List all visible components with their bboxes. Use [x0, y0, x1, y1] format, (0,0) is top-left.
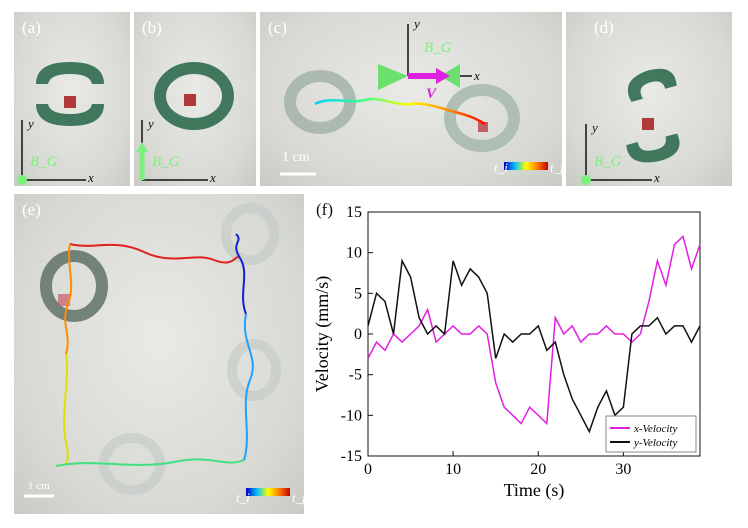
- y-tick-label: 5: [354, 285, 362, 302]
- scale-bar-label: 1 cm: [28, 480, 50, 492]
- panel-d-label: (d): [594, 18, 614, 37]
- panel-c-illustration: [280, 24, 548, 176]
- y-tick-label: -10: [341, 407, 362, 424]
- series-line-1: [367, 258, 701, 434]
- y-axis-label: y: [592, 120, 598, 135]
- panel-d: (d) B_G x y: [566, 12, 732, 186]
- legend-label: y-Velocity: [633, 437, 677, 449]
- y-tick-label: 10: [346, 245, 362, 262]
- y-tick-label: 0: [354, 326, 362, 343]
- x-axis-label: x: [474, 68, 480, 83]
- velocity-label: V: [426, 86, 437, 102]
- x-tick-label: 30: [615, 461, 631, 478]
- y-axis-label: y: [28, 116, 34, 131]
- panel-e-label: (e): [22, 200, 41, 219]
- panel-f: (f) 15 10 5 0 -5 -10 -15 0 10 20 30 Time (s) Velocit…: [308, 194, 744, 524]
- panel-b-illustration: [136, 62, 234, 181]
- panel-e-illustration: [24, 203, 290, 498]
- y-axis-label: y: [148, 116, 154, 131]
- colorbar-end-label: t_f: [550, 160, 562, 175]
- panel-f-label: (f): [316, 200, 333, 219]
- colorbar-start-label: t_i: [494, 160, 508, 175]
- x-tick-label: 20: [530, 461, 546, 478]
- x-tick-label: 10: [445, 461, 461, 478]
- field-label: B_G: [594, 154, 622, 170]
- panel-b-label: (b): [142, 18, 162, 37]
- y-tick-label: -15: [341, 448, 362, 465]
- legend-box: [605, 415, 697, 453]
- panel-b: (b) B_G x y: [134, 12, 256, 186]
- legend-label: x-Velocity: [633, 423, 677, 435]
- panel-a-label: (a): [22, 18, 41, 37]
- panel-a: (a) B_G x y: [14, 12, 130, 186]
- y-axis-label: y: [414, 16, 420, 31]
- x-axis-label: x: [210, 170, 216, 185]
- field-label: B_G: [152, 154, 180, 170]
- colorbar-end-label: t_f: [292, 490, 304, 505]
- x-axis-label: x: [88, 170, 94, 185]
- colorbar-start-label: t_i: [236, 490, 250, 505]
- scale-bar-label: 1 cm: [282, 150, 310, 165]
- panel-a-illustration: [17, 62, 104, 185]
- panel-c: (c) B_G V x y 1 cm t_i t_f: [260, 12, 562, 186]
- x-tick-label: 0: [364, 461, 372, 478]
- x-axis-title: Time (s): [504, 480, 565, 501]
- y-tick-label: 15: [346, 204, 362, 221]
- field-label: B_G: [424, 40, 452, 56]
- field-label: B_G: [30, 154, 58, 170]
- y-axis-title: Velocity (mm/s): [312, 276, 333, 392]
- panel-d-illustration: [581, 68, 680, 185]
- series-line-0: [367, 234, 701, 426]
- x-axis-label: x: [654, 170, 660, 185]
- panel-c-label: (c): [268, 18, 287, 37]
- y-tick-label: -5: [349, 367, 362, 384]
- panel-e: (e) 1 cm t_i t_f: [14, 194, 304, 514]
